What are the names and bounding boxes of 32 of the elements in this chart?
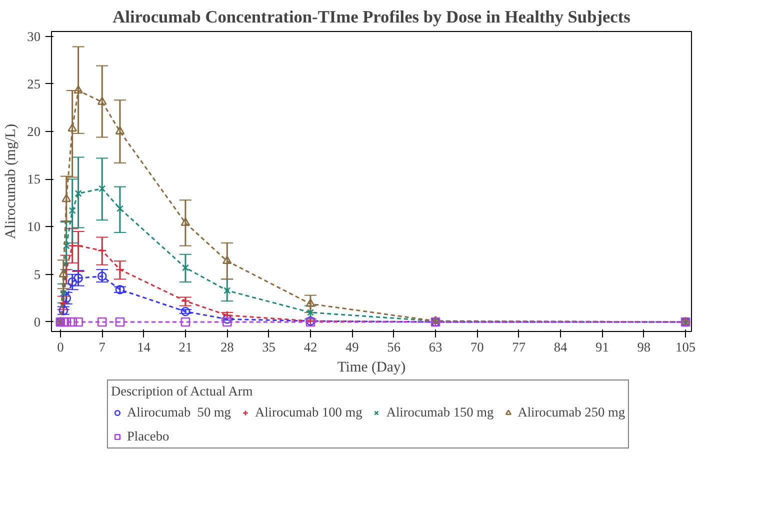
x-tick-label: 7 xyxy=(98,340,106,354)
y-tick-label: 0 xyxy=(34,314,41,330)
legend-label: Alirocumab 150 mg xyxy=(386,404,494,420)
x-tick-label: 98 xyxy=(637,340,651,354)
y-axis-title: Alirocumab (mg/L) xyxy=(3,124,20,240)
legend-label: Alirocumab 100 mg xyxy=(254,404,362,420)
y-tick-label: 25 xyxy=(27,76,41,92)
y-tick-label: 20 xyxy=(27,124,41,139)
x-tick-label: 14 xyxy=(137,340,151,354)
x-tick-label: 28 xyxy=(220,340,234,354)
y-tick-label: 30 xyxy=(27,28,41,44)
legend-title: Description of Actual Arm xyxy=(110,384,254,400)
x-tick-label: 70 xyxy=(470,340,484,354)
x-tick-label: 42 xyxy=(304,340,318,354)
x-tick-label: 56 xyxy=(387,340,401,354)
y-tick-label: 5 xyxy=(34,266,41,282)
x-axis-title: Time (Day) xyxy=(337,360,406,376)
x-tick-label: 49 xyxy=(345,340,360,354)
x-tick-label: 84 xyxy=(554,340,568,354)
legend-label: Alirocumab 250 mg xyxy=(518,404,626,420)
y-tick-label: 15 xyxy=(27,172,41,187)
y-tick-label: 10 xyxy=(27,219,41,234)
x-tick-label: 63 xyxy=(428,340,442,354)
x-tick-label: 105 xyxy=(676,340,696,354)
legend-label: Alirocumab 50 mg xyxy=(126,404,231,420)
chart-title: Alirocumab Concentration-TIme Profiles by Dose in Healthy Subjects xyxy=(112,8,631,26)
x-tick-label: 91 xyxy=(596,340,609,354)
x-tick-label: 21 xyxy=(178,340,192,354)
x-tick-label: 35 xyxy=(262,340,276,354)
x-tick-label: 77 xyxy=(512,340,526,354)
legend-label: Placebo xyxy=(126,428,170,444)
x-tick-label: 0 xyxy=(57,340,64,354)
